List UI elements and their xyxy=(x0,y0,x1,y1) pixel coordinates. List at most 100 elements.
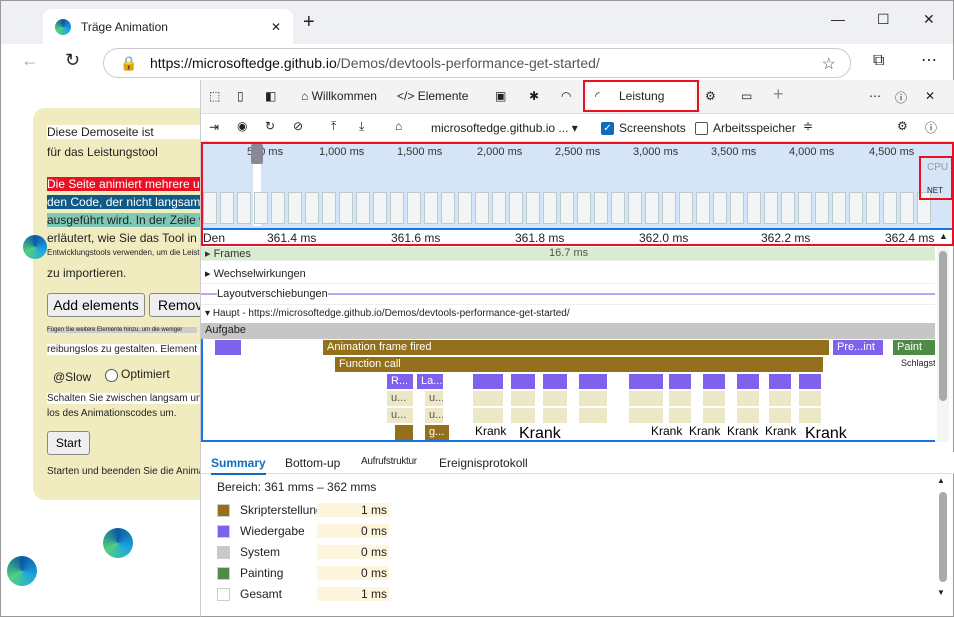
range-handle[interactable] xyxy=(251,144,263,164)
flame-block[interactable] xyxy=(473,374,503,389)
flame-block[interactable] xyxy=(799,391,821,406)
tab-bottom-up[interactable]: Bottom-up xyxy=(285,456,341,470)
help-icon[interactable]: ⓘ xyxy=(895,91,908,105)
url-field[interactable]: 🔒 https://microsoftedge.github.io/Demos/d… xyxy=(103,48,851,78)
screenshot-thumbnail[interactable] xyxy=(407,192,421,224)
new-tab-icon[interactable]: + xyxy=(303,11,315,33)
screenshot-thumbnail[interactable] xyxy=(356,192,370,224)
flame-block[interactable] xyxy=(703,391,725,406)
flame-scrollbar[interactable] xyxy=(937,247,949,442)
tab-event-log[interactable]: Ereignisprotokoll xyxy=(439,456,528,470)
screenshot-thumbnail[interactable] xyxy=(917,192,931,224)
task-bar[interactable]: Aufgabe xyxy=(201,323,935,339)
function-call-block[interactable]: Function call xyxy=(335,357,823,372)
minimize-icon[interactable]: — xyxy=(831,11,845,27)
update-block[interactable]: u... xyxy=(387,408,413,423)
screenshot-thumbnail[interactable] xyxy=(305,192,319,224)
favorite-icon[interactable]: ☆ xyxy=(821,56,836,73)
screenshot-thumbnail[interactable] xyxy=(730,192,744,224)
screenshot-thumbnail[interactable] xyxy=(339,192,353,224)
flame-block[interactable] xyxy=(629,391,663,406)
screenshot-thumbnail[interactable] xyxy=(764,192,778,224)
more-options-icon[interactable]: ⋯ xyxy=(869,89,881,103)
home-icon[interactable]: ⌂ xyxy=(395,119,403,133)
screenshot-thumbnail[interactable] xyxy=(526,192,540,224)
flame-block[interactable] xyxy=(579,408,607,423)
flame-block[interactable] xyxy=(543,391,567,406)
screenshot-thumbnail[interactable] xyxy=(254,192,268,224)
update-block[interactable]: u... xyxy=(425,408,443,423)
flame-block[interactable] xyxy=(799,408,821,423)
flame-block[interactable] xyxy=(511,391,535,406)
flame-block[interactable] xyxy=(737,374,759,389)
remove-elements-button[interactable]: Remove xyxy=(149,293,200,317)
flame-block[interactable] xyxy=(669,374,691,389)
pre-paint-block[interactable]: Pre...int xyxy=(833,340,883,355)
target-select[interactable]: microsoftedge.github.io ... ▾ xyxy=(431,121,578,135)
layout-shifts-track[interactable]: Layoutverschiebungen xyxy=(201,285,935,305)
screenshot-thumbnail[interactable] xyxy=(441,192,455,224)
screenshot-thumbnail[interactable] xyxy=(288,192,302,224)
screenshot-thumbnail[interactable] xyxy=(900,192,914,224)
screenshot-thumbnail[interactable] xyxy=(424,192,438,224)
screenshot-thumbnail[interactable] xyxy=(679,192,693,224)
back-icon[interactable]: ← xyxy=(21,50,39,70)
flame-block[interactable] xyxy=(543,374,567,389)
application-icon[interactable]: ▭ xyxy=(741,89,753,103)
close-tab-icon[interactable]: ✕ xyxy=(270,20,281,34)
flame-block[interactable] xyxy=(511,374,535,389)
screenshot-thumbnail[interactable] xyxy=(781,192,795,224)
scroll-up-icon[interactable]: ▲ xyxy=(939,231,948,241)
optimized-radio[interactable] xyxy=(105,369,118,382)
g-block[interactable]: g... xyxy=(425,425,449,440)
flame-block[interactable] xyxy=(511,408,535,423)
help-icon[interactable]: ⓘ xyxy=(925,121,938,135)
screenshot-thumbnail[interactable] xyxy=(220,192,234,224)
recalc-style-block[interactable]: R... xyxy=(387,374,413,389)
console-icon[interactable]: ▣ xyxy=(495,89,507,103)
browser-tab[interactable]: Träge Animation ✕ xyxy=(43,9,293,45)
screenshot-thumbnail[interactable] xyxy=(798,192,812,224)
timeline-overview[interactable]: 500 ms 1,000 ms 1,500 ms 2,000 ms 2,500 … xyxy=(201,142,954,242)
update-block[interactable]: u... xyxy=(425,391,443,406)
screenshot-thumbnail[interactable] xyxy=(713,192,727,224)
sources-bug-icon[interactable]: ✱ xyxy=(529,89,540,103)
screenshot-thumbnail[interactable] xyxy=(322,192,336,224)
screenshot-thumbnail[interactable] xyxy=(662,192,676,224)
screenshot-thumbnail[interactable] xyxy=(594,192,608,224)
flame-block[interactable] xyxy=(629,408,663,423)
update-block[interactable]: u... xyxy=(387,391,413,406)
reload-record-icon[interactable]: ↻ xyxy=(265,119,276,133)
screenshot-thumbnail[interactable] xyxy=(237,192,251,224)
screenshot-thumbnail[interactable] xyxy=(560,192,574,224)
flame-block[interactable] xyxy=(769,408,791,423)
screenshot-thumbnail[interactable] xyxy=(849,192,863,224)
clear-icon[interactable]: ⊘ xyxy=(293,119,304,133)
flame-block[interactable] xyxy=(473,391,503,406)
screenshot-thumbnail[interactable] xyxy=(390,192,404,224)
screenshot-thumbnail[interactable] xyxy=(509,192,523,224)
screenshot-thumbnail[interactable] xyxy=(883,192,897,224)
download-icon[interactable]: ⤓ xyxy=(359,119,365,133)
flame-block[interactable] xyxy=(737,408,759,423)
screenshot-thumbnail[interactable] xyxy=(747,192,761,224)
flame-block[interactable] xyxy=(473,408,503,423)
flame-block[interactable] xyxy=(579,391,607,406)
more-icon[interactable]: ⋯ xyxy=(921,52,937,69)
screenshot-thumbnail[interactable] xyxy=(832,192,846,224)
flame-block[interactable] xyxy=(629,374,663,389)
refresh-icon[interactable]: ↻ xyxy=(65,50,81,70)
main-track-header[interactable]: ▾ Haupt - https://microsoftedge.github.i… xyxy=(201,307,935,322)
screenshot-thumbnail[interactable] xyxy=(611,192,625,224)
flame-block[interactable] xyxy=(395,425,413,440)
network-wifi-icon[interactable]: ◠ xyxy=(561,89,572,103)
flame-block[interactable] xyxy=(215,340,241,355)
flame-chart[interactable]: Animation frame fired Pre...int Paint Fu… xyxy=(201,339,935,442)
record-icon[interactable]: ◉ xyxy=(237,119,248,133)
flame-block[interactable] xyxy=(769,391,791,406)
paint-block[interactable]: Paint xyxy=(893,340,935,355)
flame-block[interactable] xyxy=(669,408,691,423)
flame-block[interactable] xyxy=(579,374,607,389)
screenshot-thumbnail[interactable] xyxy=(373,192,387,224)
screenshot-thumbnail[interactable] xyxy=(492,192,506,224)
